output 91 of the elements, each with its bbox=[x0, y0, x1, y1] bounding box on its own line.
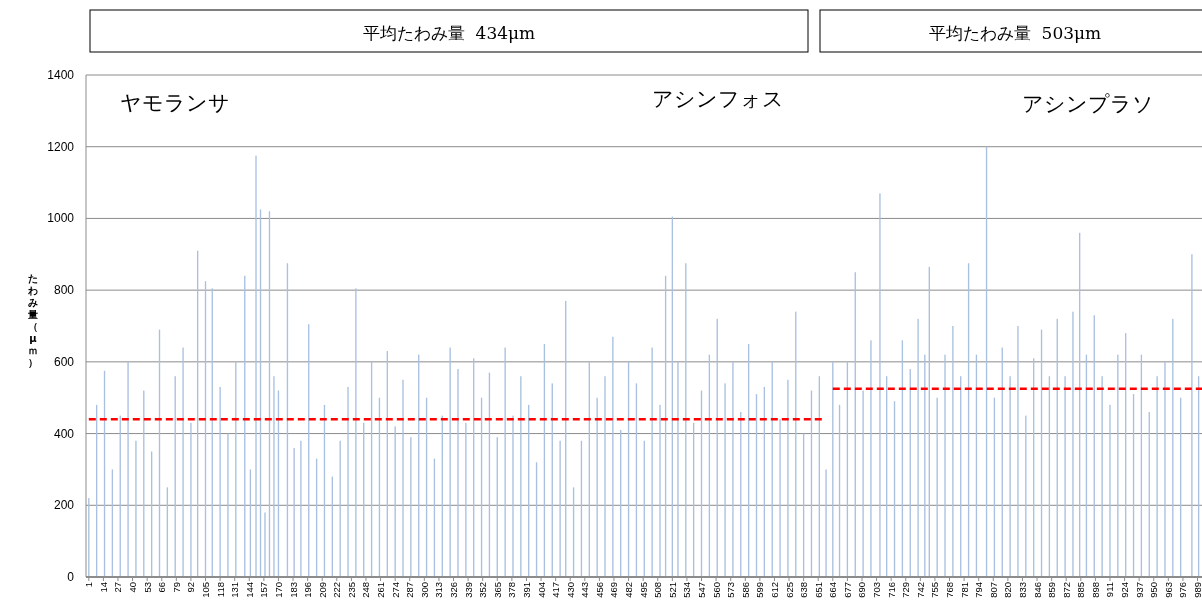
x-tick-label: 690 bbox=[856, 582, 868, 598]
x-tick-label: 274 bbox=[389, 582, 401, 598]
x-tick-label: 144 bbox=[243, 582, 255, 598]
y-tick-label: 1000 bbox=[47, 211, 75, 226]
x-tick-label: 417 bbox=[550, 582, 562, 598]
y-tick-label: 1200 bbox=[47, 139, 75, 154]
x-tick-label: 534 bbox=[681, 582, 693, 598]
x-tick-label: 794 bbox=[973, 582, 985, 598]
x-tick-label: 768 bbox=[944, 582, 956, 598]
x-tick-label: 898 bbox=[1089, 582, 1101, 598]
x-tick-label: 456 bbox=[593, 582, 605, 598]
x-tick-label: 495 bbox=[637, 582, 649, 598]
text: 平均たわみ量 503μm bbox=[928, 23, 1102, 43]
x-tick-label: 313 bbox=[433, 582, 445, 598]
x-tick-label: 586 bbox=[739, 582, 751, 598]
x-tick-label: 677 bbox=[841, 582, 853, 598]
x-tick-label: 183 bbox=[287, 582, 299, 598]
x-tick-label: 612 bbox=[768, 582, 780, 598]
x-tick-label: 729 bbox=[900, 582, 912, 598]
x-tick-label: 391 bbox=[520, 582, 532, 598]
x-tick-label: 872 bbox=[1060, 582, 1072, 598]
text: 平均たわみ量 434μm bbox=[362, 23, 536, 43]
x-tick-label: 859 bbox=[1046, 582, 1058, 598]
x-tick-label: 287 bbox=[404, 582, 416, 598]
x-tick-label: 911 bbox=[1104, 582, 1116, 598]
x-tick-label: 482 bbox=[623, 582, 635, 598]
x-tick-label: 547 bbox=[696, 582, 708, 598]
x-tick-label: 651 bbox=[812, 582, 824, 598]
x-tick-label: 638 bbox=[798, 582, 810, 598]
x-tick-label: 989 bbox=[1192, 582, 1202, 598]
y-axis-title: たわみ量（μｍ） bbox=[27, 273, 38, 368]
x-tick-label: 937 bbox=[1133, 582, 1145, 598]
x-tick-label: 755 bbox=[929, 582, 941, 598]
x-tick-label: 430 bbox=[564, 582, 576, 598]
x-tick-label: 326 bbox=[448, 582, 460, 598]
y-tick-label: 1400 bbox=[47, 68, 75, 82]
x-tick-label: 833 bbox=[1016, 582, 1028, 598]
x-tick-label: 560 bbox=[710, 582, 722, 598]
x-tick-label: 924 bbox=[1119, 582, 1131, 598]
x-tick-label: 66 bbox=[156, 582, 168, 593]
x-tick-label: 157 bbox=[258, 582, 270, 598]
x-tick-label: 781 bbox=[958, 582, 970, 598]
x-tick-label: 1 bbox=[83, 582, 95, 588]
x-tick-label: 976 bbox=[1177, 582, 1189, 598]
x-tick-label: 404 bbox=[535, 582, 547, 598]
x-tick-label: 521 bbox=[666, 582, 678, 598]
x-tick-label: 950 bbox=[1148, 582, 1160, 598]
x-tick-label: 625 bbox=[783, 582, 795, 598]
x-tick-label: 703 bbox=[871, 582, 883, 598]
x-tick-label: 807 bbox=[987, 582, 999, 598]
x-tick-label: 222 bbox=[331, 582, 343, 598]
x-tick-label: 508 bbox=[652, 582, 664, 598]
x-tick-label: 170 bbox=[272, 582, 284, 598]
annotation: アシンプラソ bbox=[1022, 92, 1154, 116]
annotation: アシンフォス bbox=[652, 87, 784, 111]
x-tick-label: 105 bbox=[200, 582, 212, 598]
y-tick-label: 0 bbox=[67, 570, 75, 584]
x-tick-label: 664 bbox=[827, 582, 839, 598]
y-tick-label: 600 bbox=[53, 354, 75, 369]
x-tick-label: 118 bbox=[214, 582, 226, 598]
x-tick-label: 53 bbox=[141, 582, 153, 593]
x-tick-label: 443 bbox=[579, 582, 591, 598]
x-tick-label: 820 bbox=[1002, 582, 1014, 598]
y-tick-label: 800 bbox=[53, 283, 75, 298]
x-tick-label: 365 bbox=[491, 582, 503, 598]
x-tick-label: 235 bbox=[345, 582, 357, 598]
x-tick-label: 885 bbox=[1075, 582, 1087, 598]
x-tick-label: 339 bbox=[462, 582, 474, 598]
x-tick-label: 352 bbox=[477, 582, 489, 598]
y-tick-label: 400 bbox=[53, 426, 75, 441]
x-tick-label: 40 bbox=[127, 582, 139, 593]
x-tick-label: 209 bbox=[316, 582, 328, 598]
x-tick-label: 573 bbox=[725, 582, 737, 598]
x-tick-label: 599 bbox=[754, 582, 766, 598]
x-tick-label: 196 bbox=[302, 582, 314, 598]
x-tick-label: 92 bbox=[185, 582, 197, 593]
x-tick-label: 846 bbox=[1031, 582, 1043, 598]
x-tick-label: 131 bbox=[229, 582, 241, 598]
x-tick-label: 27 bbox=[112, 582, 124, 593]
y-tick-label: 200 bbox=[53, 498, 75, 513]
x-tick-label: 14 bbox=[97, 582, 109, 593]
x-tick-label: 79 bbox=[170, 582, 182, 593]
x-tick-label: 963 bbox=[1162, 582, 1174, 598]
x-tick-label: 469 bbox=[608, 582, 620, 598]
x-tick-label: 261 bbox=[375, 582, 387, 598]
x-tick-label: 248 bbox=[360, 582, 372, 598]
x-tick-label: 716 bbox=[885, 582, 897, 598]
x-tick-label: 300 bbox=[418, 582, 430, 598]
x-tick-label: 378 bbox=[506, 582, 518, 598]
annotation: ヤモランサ bbox=[120, 91, 230, 115]
x-tick-label: 742 bbox=[914, 582, 926, 598]
